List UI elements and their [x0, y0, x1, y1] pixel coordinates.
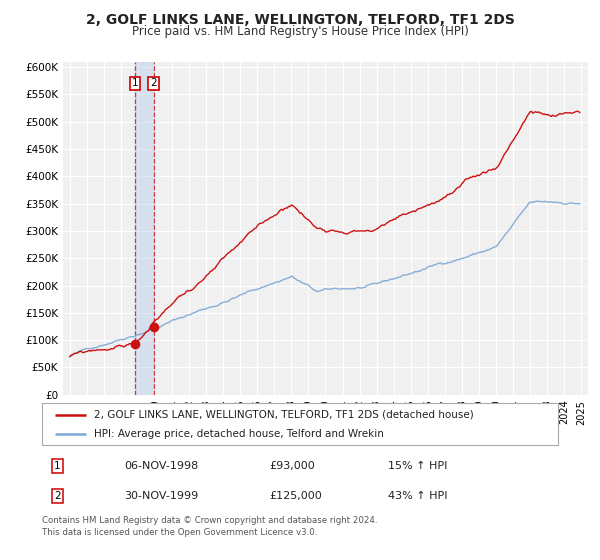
Text: Price paid vs. HM Land Registry's House Price Index (HPI): Price paid vs. HM Land Registry's House … — [131, 25, 469, 38]
Text: 2, GOLF LINKS LANE, WELLINGTON, TELFORD, TF1 2DS: 2, GOLF LINKS LANE, WELLINGTON, TELFORD,… — [86, 13, 514, 27]
Text: 30-NOV-1999: 30-NOV-1999 — [125, 491, 199, 501]
Text: £93,000: £93,000 — [269, 461, 315, 471]
Text: 15% ↑ HPI: 15% ↑ HPI — [388, 461, 447, 471]
Text: £125,000: £125,000 — [269, 491, 322, 501]
Text: 2, GOLF LINKS LANE, WELLINGTON, TELFORD, TF1 2DS (detached house): 2, GOLF LINKS LANE, WELLINGTON, TELFORD,… — [94, 409, 473, 419]
Text: 2: 2 — [151, 78, 157, 88]
Text: 1: 1 — [132, 78, 139, 88]
Text: 06-NOV-1998: 06-NOV-1998 — [125, 461, 199, 471]
Text: 1: 1 — [54, 461, 61, 471]
Bar — [135, 62, 154, 395]
Text: 43% ↑ HPI: 43% ↑ HPI — [388, 491, 447, 501]
Text: HPI: Average price, detached house, Telford and Wrekin: HPI: Average price, detached house, Telf… — [94, 429, 383, 439]
Text: Contains HM Land Registry data © Crown copyright and database right 2024.
This d: Contains HM Land Registry data © Crown c… — [42, 516, 377, 537]
Text: 2: 2 — [54, 491, 61, 501]
